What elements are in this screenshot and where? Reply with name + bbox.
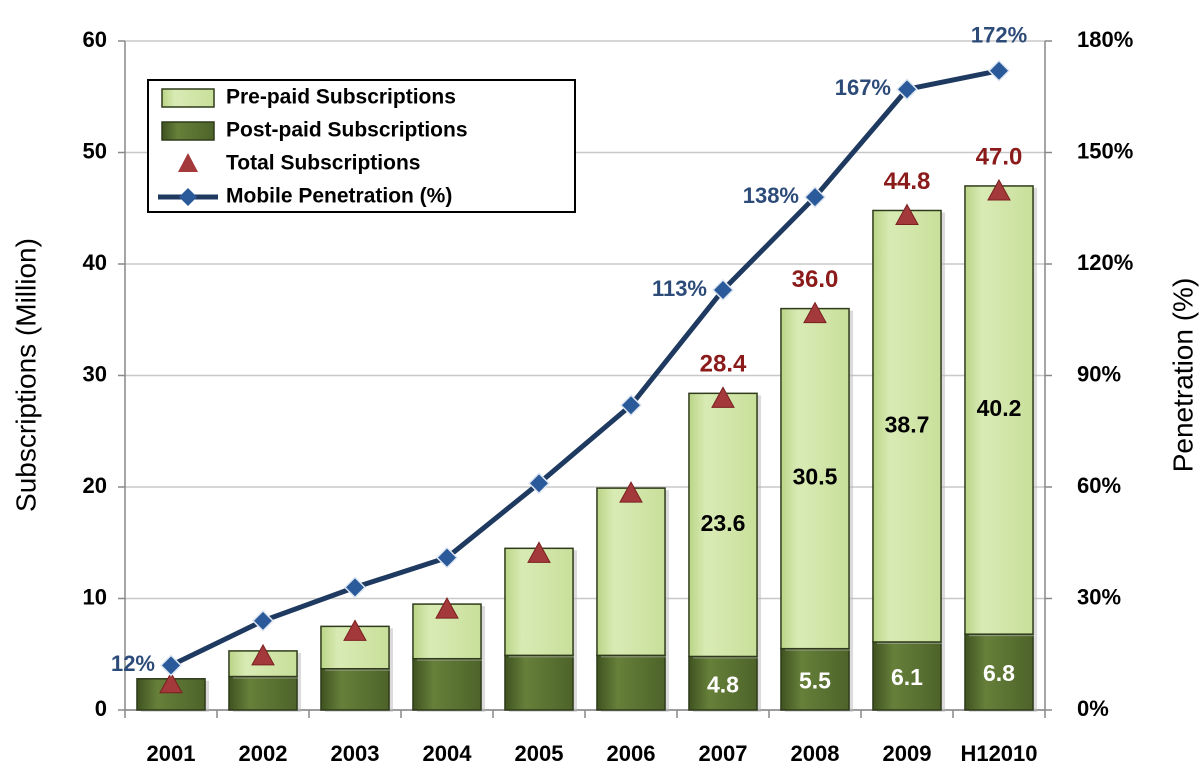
bar-segment	[320, 667, 390, 711]
total-marker	[435, 597, 459, 619]
bar-segment	[596, 654, 666, 711]
legend-label: Pre-paid Subscriptions	[226, 86, 456, 109]
y-tick-label: 0	[95, 696, 107, 721]
legend-frame	[147, 79, 576, 213]
data-label: 44.8	[884, 168, 931, 195]
x-tick-label: H12010	[960, 741, 1037, 766]
data-label: 47.0	[976, 143, 1023, 170]
data-label: 36.0	[792, 266, 839, 293]
y-tick-label: 60	[83, 27, 107, 52]
penetration-marker	[987, 59, 1011, 82]
legend-swatch	[161, 121, 215, 141]
bar-segment	[596, 487, 666, 657]
data-label: 4.8	[707, 671, 739, 697]
x-tick-label: 2002	[239, 741, 288, 766]
data-label: 172%	[971, 23, 1027, 48]
bar-segment	[228, 675, 298, 711]
x-tick-label: 2006	[607, 741, 656, 766]
total-marker	[159, 671, 183, 694]
penetration-marker	[251, 609, 275, 632]
data-label: 30.5	[793, 464, 838, 490]
y-tick-label: 30	[83, 361, 107, 386]
y-tick-label: 20	[83, 473, 107, 498]
x-tick-label: 2001	[147, 741, 196, 766]
total-marker	[711, 386, 735, 408]
data-label: 5.5	[799, 667, 831, 693]
penetration-marker	[711, 278, 735, 302]
data-label: 6.8	[983, 660, 1015, 686]
data-label: 113%	[652, 276, 707, 301]
legend-label: Mobile Penetration (%)	[226, 185, 452, 208]
bar-segment	[688, 392, 758, 658]
penetration-line	[169, 68, 1000, 668]
data-label: 38.7	[885, 411, 930, 437]
y2-tick-label: 90%	[1077, 361, 1121, 386]
legend-swatch	[161, 88, 215, 108]
data-label: 138%	[743, 183, 799, 208]
y2-tick-label: 180%	[1077, 27, 1133, 52]
penetration-marker	[619, 394, 643, 417]
total-marker	[527, 541, 551, 563]
y-tick-label: 40	[83, 250, 107, 275]
bar-segment	[872, 209, 942, 643]
bar-segment	[872, 641, 942, 711]
total-marker	[251, 643, 275, 666]
legend-swatch	[179, 188, 197, 206]
y2-tick-label: 0%	[1077, 696, 1109, 721]
bar-segment	[964, 633, 1034, 711]
y2-axis-title: Penetration (%)	[1167, 278, 1198, 473]
total-marker	[343, 619, 367, 641]
total-marker	[619, 481, 643, 503]
y2-tick-label: 30%	[1077, 584, 1121, 609]
legend-swatch	[178, 153, 198, 172]
data-label: 167%	[835, 75, 891, 100]
y-tick-label: 10	[83, 584, 107, 609]
penetration-marker	[527, 472, 551, 495]
y2-tick-label: 60%	[1077, 473, 1121, 498]
penetration-marker	[159, 654, 183, 677]
bar-segment	[504, 654, 574, 711]
total-marker	[803, 301, 827, 324]
data-label: 28.4	[700, 351, 747, 378]
total-marker	[987, 178, 1011, 201]
x-tick-label: 2007	[699, 741, 748, 766]
penetration-marker	[435, 546, 459, 569]
penetration-marker	[895, 78, 919, 101]
penetration-marker	[803, 186, 827, 209]
legend-label: Total Subscriptions	[226, 152, 420, 175]
x-tick-label: 2008	[791, 741, 840, 766]
bar-segment	[504, 547, 574, 657]
penetration-marker	[343, 576, 367, 599]
total-marker	[895, 203, 919, 225]
y2-tick-label: 120%	[1077, 250, 1133, 275]
bar-segment	[780, 647, 850, 711]
data-label: 40.2	[977, 395, 1022, 421]
x-tick-label: 2005	[515, 741, 564, 766]
y-axis-title: Subscriptions (Million)	[10, 238, 41, 512]
x-tick-label: 2009	[883, 741, 932, 766]
data-label: 6.1	[891, 664, 923, 690]
y-tick-label: 50	[83, 138, 107, 163]
bar-segment	[412, 657, 482, 711]
x-tick-label: 2003	[331, 741, 380, 766]
legend-label: Post-paid Subscriptions	[226, 119, 468, 142]
data-label: 23.6	[701, 510, 746, 536]
x-tick-label: 2004	[423, 741, 473, 766]
bar-segment	[780, 307, 850, 650]
y2-tick-label: 150%	[1077, 138, 1133, 163]
data-label: 12%	[111, 651, 155, 676]
